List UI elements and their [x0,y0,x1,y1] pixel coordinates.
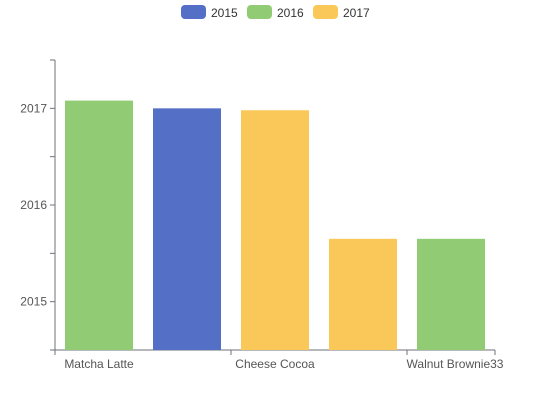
y-tick-label: 2017 [20,101,47,115]
legend-swatch [181,5,206,19]
y-tick-label: 2015 [20,295,47,309]
bars-group [65,100,485,351]
legend-swatch [247,5,272,19]
bar[interactable] [241,110,309,351]
legend-item-2015[interactable]: 2015 [181,5,238,20]
legend-item-2017[interactable]: 2017 [313,5,370,20]
legend-label: 2016 [277,6,304,20]
x-tick-label: Matcha Latte [64,357,134,371]
bar[interactable] [417,238,485,350]
bar[interactable] [153,108,221,350]
y-tick-label: 2016 [20,198,47,212]
x-axis: Matcha Latte Cheese Cocoa Walnut Brownie33 [54,349,504,371]
legend-item-2016[interactable]: 2016 [247,5,304,20]
y-axis: 2015 2016 2017 [20,59,56,351]
legend-label: 2015 [211,6,238,20]
legend-label: 2017 [343,6,370,20]
legend-swatch [313,5,338,19]
chart-legend[interactable]: 2015 2016 2017 [181,5,370,20]
bar[interactable] [329,238,397,350]
x-tick-label: Walnut Brownie33 [407,357,504,371]
bar[interactable] [65,100,133,350]
x-tick-label: Cheese Cocoa [235,357,315,371]
